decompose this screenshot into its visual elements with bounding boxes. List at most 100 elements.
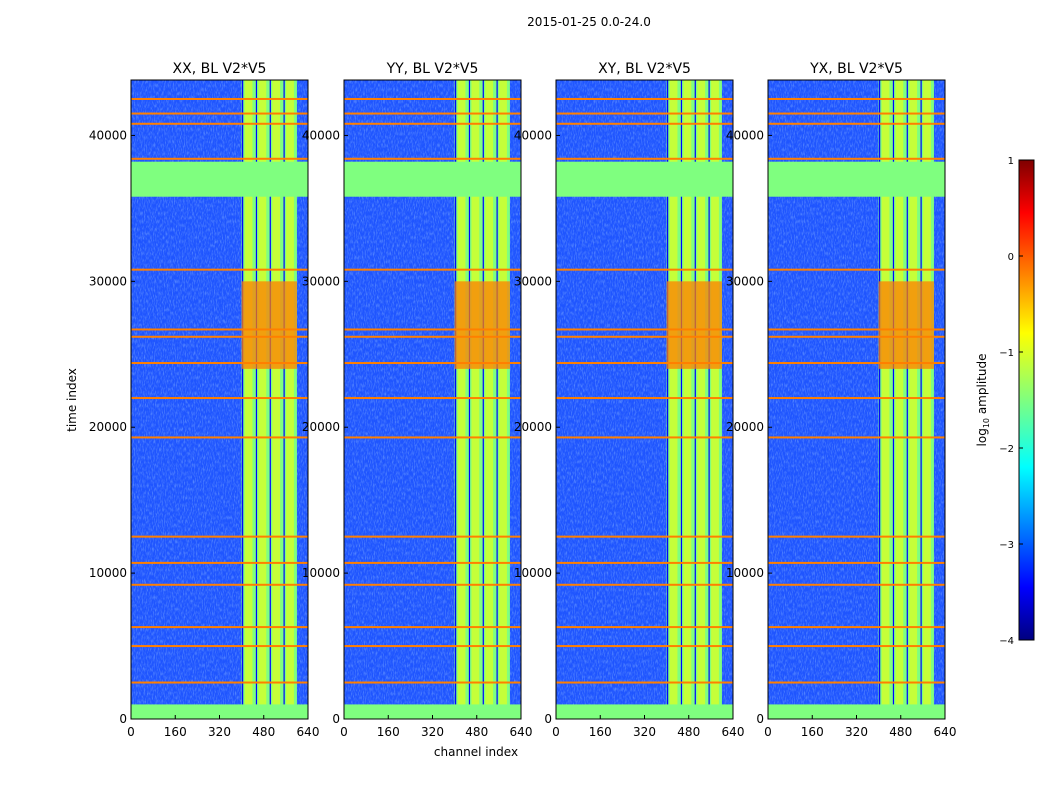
- colorbar-tick-label: −1: [999, 348, 1014, 359]
- y-tick-label: 30000: [514, 274, 552, 288]
- rfi-time-row: [556, 645, 733, 648]
- x-tick-label: 0: [127, 725, 135, 739]
- y-tick-label: 0: [119, 712, 127, 726]
- rfi-time-row: [131, 157, 308, 160]
- rfi-time-row: [768, 561, 945, 564]
- rfi-time-row: [131, 328, 308, 331]
- rfi-time-row: [768, 335, 945, 338]
- y-tick-label: 10000: [514, 566, 552, 580]
- colorbar-tick-label: −3: [999, 540, 1014, 551]
- rfi-time-row: [768, 535, 945, 538]
- rfi-time-row: [344, 583, 521, 586]
- sub-band: [286, 80, 294, 719]
- sub-band: [909, 80, 918, 719]
- rfi-time-row: [768, 583, 945, 586]
- x-tick-label: 320: [421, 725, 444, 739]
- x-tick-label: 160: [377, 725, 400, 739]
- y-tick-label: 40000: [89, 128, 127, 142]
- sub-band: [923, 80, 931, 719]
- rfi-time-row: [344, 362, 521, 365]
- heatmap-panel: XY, BL V2*V5 0 160 320 480 640 0 10000 20000 3000…: [514, 61, 745, 739]
- rfi-time-row: [131, 583, 308, 586]
- sub-band: [457, 80, 466, 719]
- y-tick-label: 20000: [89, 420, 127, 434]
- y-axis-label: time index: [65, 368, 79, 432]
- rfi-time-row: [344, 397, 521, 400]
- rfi-time-row: [556, 561, 733, 564]
- sub-band: [272, 80, 281, 719]
- rfi-time-row: [768, 157, 945, 160]
- rfi-time-row: [131, 681, 308, 684]
- x-tick-label: 640: [722, 725, 745, 739]
- rfi-time-row: [556, 268, 733, 271]
- flagged-time-range: [344, 161, 521, 197]
- rfi-time-row: [556, 535, 733, 538]
- colorbar-tick-label: −4: [999, 636, 1014, 647]
- heatmap-panel: XX, BL V2*V5 0 160 320 480 640 0 10000 20000 3000…: [89, 61, 320, 739]
- rfi-time-row: [131, 436, 308, 439]
- y-tick-label: 30000: [89, 274, 127, 288]
- sub-band: [895, 80, 904, 719]
- x-tick-label: 480: [465, 725, 488, 739]
- colorbar-ticks: 1 0 −1 −2 −3 −4: [999, 156, 1023, 647]
- panel-title: YY, BL V2*V5: [386, 61, 479, 77]
- colorbar-tick-label: 1: [1008, 156, 1014, 167]
- rfi-time-row: [131, 97, 308, 100]
- flagged-time-range: [131, 161, 308, 197]
- x-tick-label: 160: [801, 725, 824, 739]
- rfi-time-row: [768, 362, 945, 365]
- panel-title: YX, BL V2*V5: [809, 61, 903, 77]
- rfi-time-row: [768, 328, 945, 331]
- rfi-time-row: [344, 328, 521, 331]
- sub-band: [711, 80, 719, 719]
- rfi-time-row: [768, 436, 945, 439]
- sub-band: [485, 80, 494, 719]
- sub-band: [881, 80, 890, 719]
- x-tick-label: 640: [510, 725, 533, 739]
- rfi-time-row: [768, 122, 945, 125]
- figure-title: 2015-01-25 0.0-24.0: [527, 15, 651, 29]
- x-tick-label: 320: [208, 725, 231, 739]
- rfi-time-row: [768, 268, 945, 271]
- rfi-time-row: [556, 436, 733, 439]
- sub-band: [697, 80, 706, 719]
- x-tick-label: 640: [934, 725, 957, 739]
- panel-title: XY, BL V2*V5: [598, 61, 691, 77]
- rfi-time-row: [131, 645, 308, 648]
- rfi-time-row: [131, 397, 308, 400]
- y-tick-label: 40000: [302, 128, 340, 142]
- x-axis-label: channel index: [434, 745, 518, 759]
- y-tick-label: 0: [332, 712, 340, 726]
- colorbar-label: log10 amplitude: [975, 354, 991, 447]
- rfi-time-row: [344, 335, 521, 338]
- colorbar-gradient: [1018, 159, 1035, 641]
- rfi-time-row: [768, 112, 945, 115]
- sub-band: [258, 80, 267, 719]
- sub-band: [244, 80, 253, 719]
- rfi-time-row: [131, 268, 308, 271]
- sub-band: [669, 80, 678, 719]
- y-tick-label: 0: [756, 712, 764, 726]
- y-tick-label: 10000: [726, 566, 764, 580]
- rfi-time-row: [344, 561, 521, 564]
- rfi-time-row: [131, 561, 308, 564]
- rfi-time-row: [768, 97, 945, 100]
- y-tick-label: 10000: [89, 566, 127, 580]
- rfi-time-row: [344, 436, 521, 439]
- rfi-time-row: [344, 112, 521, 115]
- rfi-time-row: [556, 397, 733, 400]
- x-tick-label: 0: [552, 725, 560, 739]
- x-tick-label: 320: [633, 725, 656, 739]
- rfi-time-row: [556, 328, 733, 331]
- rfi-time-row: [131, 112, 308, 115]
- y-tick-label: 40000: [514, 128, 552, 142]
- x-tick-label: 160: [589, 725, 612, 739]
- sub-band: [499, 80, 507, 719]
- x-tick-label: 0: [764, 725, 772, 739]
- x-tick-label: 320: [845, 725, 868, 739]
- rfi-time-row: [768, 645, 945, 648]
- heatmap-panel: YY, BL V2*V5 0 160 320 480 640 0 10000 20000 3000…: [302, 61, 533, 739]
- heatmap-panels: XX, BL V2*V5 0 160 320 480 640 0 10000 20000 3000…: [89, 61, 957, 739]
- peak-region: [666, 281, 722, 369]
